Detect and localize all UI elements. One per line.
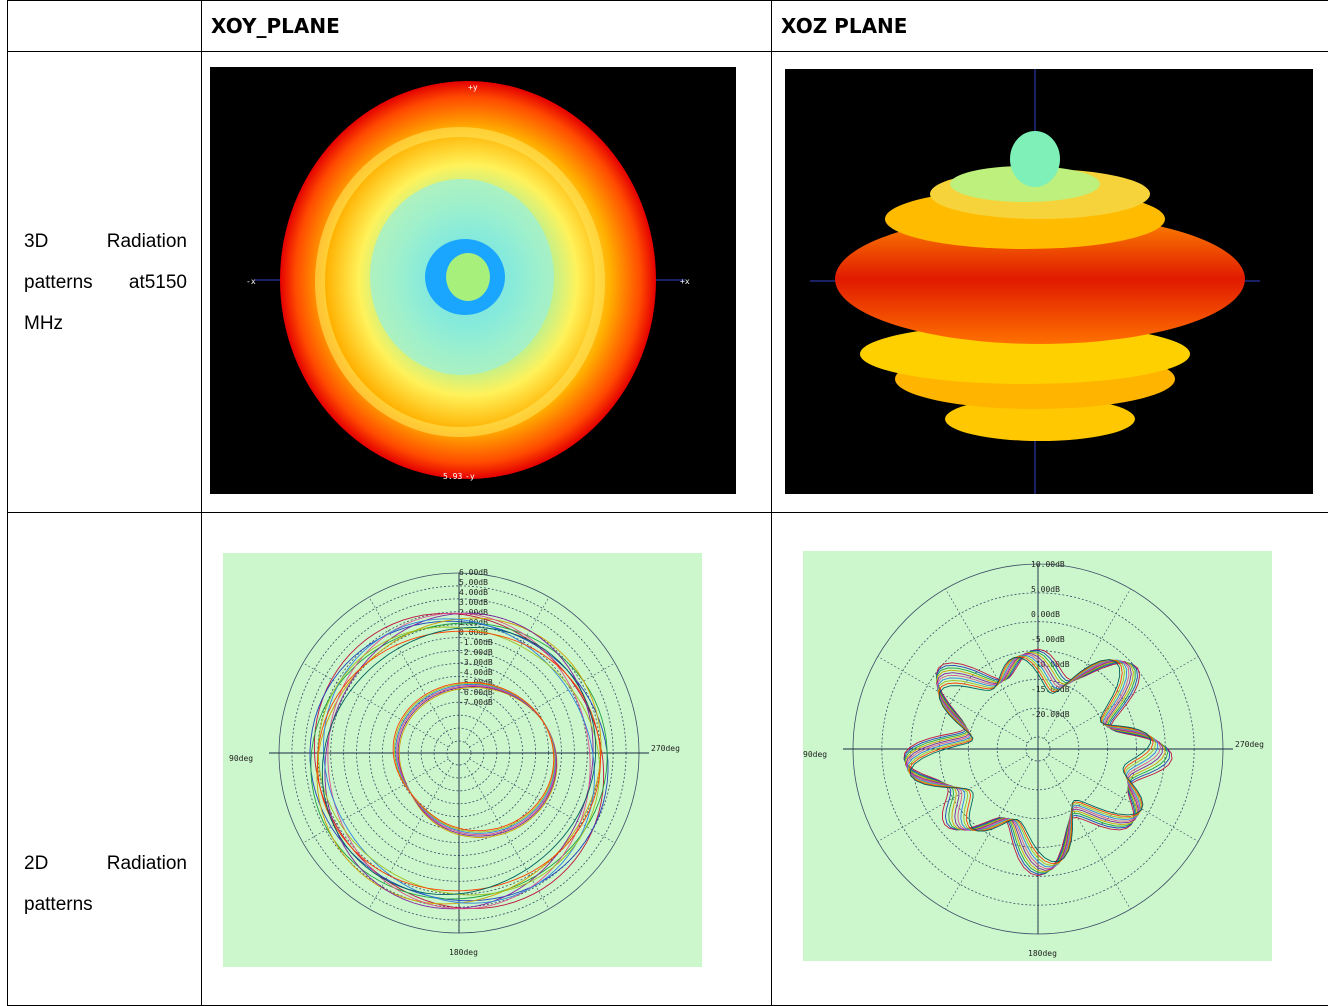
angle-label-right: 270deg bbox=[1235, 740, 1264, 749]
angle-label-bottom: 180deg bbox=[449, 948, 478, 957]
ring-label: 2.00dB bbox=[459, 608, 488, 617]
axis-label-plus-x: +x bbox=[680, 277, 690, 286]
cell-3d-xoz bbox=[772, 52, 1328, 513]
axis-label-plus-y: +y bbox=[468, 83, 478, 92]
ring-label: 0.00dB bbox=[1031, 610, 1060, 619]
header-xoz-plane: XOZ PLANE bbox=[772, 1, 1328, 52]
angle-label-right: 270deg bbox=[651, 744, 680, 753]
xoy-3d-render: +y +x -x 5.93 -y bbox=[210, 67, 736, 494]
ring-label: 6.00dB bbox=[459, 568, 488, 577]
pattern-table: XOY_PLANE XOZ PLANE 3D Radiation pattern… bbox=[7, 0, 1328, 1006]
header-empty-cell bbox=[8, 1, 202, 52]
ring-label: 1.00dB bbox=[459, 618, 488, 627]
xoz-3d-render bbox=[785, 69, 1313, 494]
ring-label: -6.00dB bbox=[459, 688, 493, 697]
angle-label-bottom: 180deg bbox=[1028, 949, 1057, 958]
row-3d-patterns: 3D Radiation patterns at5150 MHz bbox=[8, 52, 1328, 513]
ring-label: -2.00dB bbox=[459, 648, 493, 657]
axis-label-minus-y: -y bbox=[465, 472, 475, 481]
header-xoy-plane: XOY_PLANE bbox=[202, 1, 772, 52]
ring-label: -3.00dB bbox=[459, 658, 493, 667]
angle-label-left: 90deg bbox=[229, 754, 253, 763]
header-row: XOY_PLANE XOZ PLANE bbox=[8, 1, 1328, 52]
polar-spoke bbox=[1044, 759, 1131, 909]
ring-label: 5.00dB bbox=[459, 578, 488, 587]
row-label-3d: 3D Radiation patterns at5150 MHz bbox=[8, 52, 202, 513]
ring-label: -4.00dB bbox=[459, 668, 493, 677]
cell-3d-xoy: +y +x -x 5.93 -y bbox=[202, 52, 772, 513]
row-label-2d: 2D Radiation patterns bbox=[8, 513, 202, 1006]
polar-spoke bbox=[946, 759, 1033, 909]
ring-label: -1.00dB bbox=[459, 638, 493, 647]
ring-label: 4.00dB bbox=[459, 588, 488, 597]
ring-label: -5.00dB bbox=[1031, 635, 1065, 644]
ring-label: 3.00dB bbox=[459, 598, 488, 607]
angle-label-left: 90deg bbox=[803, 750, 827, 759]
ring-label: 5.00dB bbox=[1031, 585, 1060, 594]
marker-value: 5.93 bbox=[443, 472, 462, 481]
polar-spoke bbox=[303, 663, 448, 747]
ring-label: 10.00dB bbox=[1031, 560, 1065, 569]
ring-label: -20.00dB bbox=[1031, 710, 1070, 719]
ring-label: -7.00dB bbox=[459, 698, 493, 707]
axis-label-minus-x: -x bbox=[246, 277, 256, 286]
